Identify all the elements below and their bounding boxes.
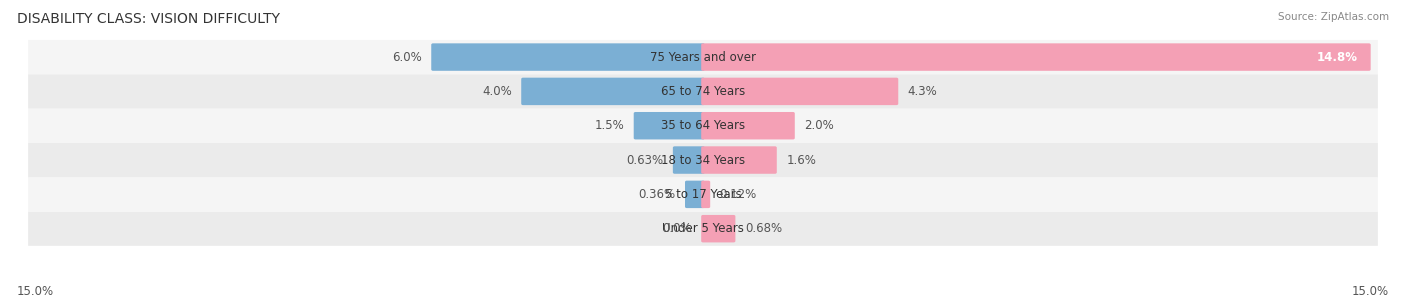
Text: 15.0%: 15.0% [17, 285, 53, 298]
FancyBboxPatch shape [28, 109, 1378, 143]
Text: 1.6%: 1.6% [786, 154, 815, 167]
Text: DISABILITY CLASS: VISION DIFFICULTY: DISABILITY CLASS: VISION DIFFICULTY [17, 12, 280, 26]
FancyBboxPatch shape [522, 78, 704, 105]
FancyBboxPatch shape [702, 78, 898, 105]
FancyBboxPatch shape [702, 181, 710, 208]
Text: 18 to 34 Years: 18 to 34 Years [661, 154, 745, 167]
FancyBboxPatch shape [28, 143, 1378, 177]
FancyBboxPatch shape [28, 212, 1378, 246]
FancyBboxPatch shape [28, 177, 1378, 212]
Text: 6.0%: 6.0% [392, 50, 422, 64]
FancyBboxPatch shape [702, 215, 735, 242]
Text: 0.12%: 0.12% [720, 188, 756, 201]
FancyBboxPatch shape [702, 43, 1371, 71]
Text: 1.5%: 1.5% [595, 119, 624, 132]
Text: 2.0%: 2.0% [804, 119, 834, 132]
Text: Under 5 Years: Under 5 Years [662, 222, 744, 235]
Text: 0.68%: 0.68% [745, 222, 782, 235]
Text: 65 to 74 Years: 65 to 74 Years [661, 85, 745, 98]
Text: 4.3%: 4.3% [908, 85, 938, 98]
Text: 4.0%: 4.0% [482, 85, 512, 98]
Text: 0.63%: 0.63% [626, 154, 664, 167]
FancyBboxPatch shape [702, 112, 794, 140]
Text: 14.8%: 14.8% [1316, 50, 1358, 64]
FancyBboxPatch shape [673, 146, 704, 174]
FancyBboxPatch shape [28, 40, 1378, 74]
Text: 0.0%: 0.0% [662, 222, 692, 235]
Text: 15.0%: 15.0% [1353, 285, 1389, 298]
Text: 75 Years and over: 75 Years and over [650, 50, 756, 64]
Text: 35 to 64 Years: 35 to 64 Years [661, 119, 745, 132]
Text: 5 to 17 Years: 5 to 17 Years [665, 188, 741, 201]
FancyBboxPatch shape [702, 146, 776, 174]
FancyBboxPatch shape [28, 74, 1378, 109]
Text: 0.36%: 0.36% [638, 188, 675, 201]
FancyBboxPatch shape [685, 181, 704, 208]
Text: Source: ZipAtlas.com: Source: ZipAtlas.com [1278, 12, 1389, 22]
FancyBboxPatch shape [432, 43, 704, 71]
FancyBboxPatch shape [634, 112, 704, 140]
